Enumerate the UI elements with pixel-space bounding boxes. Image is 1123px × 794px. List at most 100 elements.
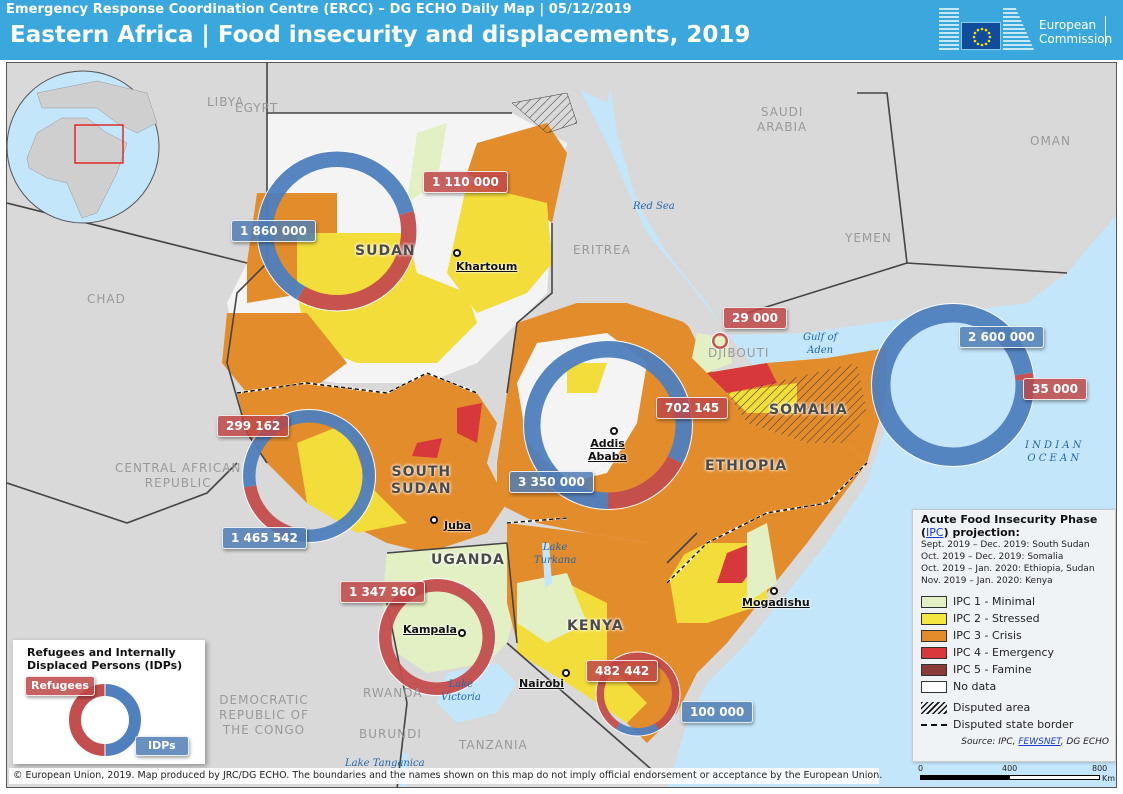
ipc-ethiopia-stressed xyxy=(567,363,607,393)
legend-disputed-area-label: Disputed area xyxy=(953,701,1031,714)
label-tanzania: TANZANIA xyxy=(459,738,528,752)
label-somalia: SOMALIA xyxy=(769,402,848,418)
ec-logo-line2: Commission xyxy=(1039,32,1113,46)
disputed-somaliland xyxy=(727,363,867,443)
capital-marker-icon xyxy=(562,669,570,677)
ipc-legend-title-suffix: projection: xyxy=(952,526,1020,539)
country-borders xyxy=(7,63,1068,787)
legend-item-label: No data xyxy=(953,680,997,693)
label-saudi-arabia: SAUDI ARABIA xyxy=(757,105,807,135)
ipc-period: Oct. 2019 – Dec. 2019: Somalia xyxy=(921,552,1064,562)
color-swatch-icon xyxy=(921,612,947,625)
fewsnet-link[interactable]: FEWSNET xyxy=(1018,737,1061,747)
ipc-ssudan-emergency-2 xyxy=(412,438,442,458)
capital-marker-icon xyxy=(610,427,618,435)
map-source: Source: IPC, FEWSNET, DG ECHO xyxy=(913,737,1109,747)
city-addis-2: Ababa xyxy=(588,450,628,463)
ec-building-lines-icon xyxy=(1003,8,1035,52)
scale-tick-800: 800 xyxy=(1092,764,1108,773)
ec-logo-text: European Commission xyxy=(1039,18,1112,46)
ipc-kenya-minimal xyxy=(517,573,587,643)
label-indian-ocean: I N D I A N O C E A N xyxy=(1025,439,1082,465)
label-lake-tanganica: Lake Tanganica xyxy=(345,758,425,769)
donut-sudan-refugees-segment xyxy=(297,210,417,311)
ipc-legend: Acute Food Insecurity Phase (IPC) projec… xyxy=(912,509,1116,762)
ipc-period: Nov. 2019 – Jan. 2020: Kenya xyxy=(921,576,1053,586)
djibouti-refugees-label: 29 000 xyxy=(723,307,787,329)
label-chad: CHAD xyxy=(87,292,126,306)
city-kampala: Kampala xyxy=(403,623,457,636)
ipc-period: Oct. 2019 – Jan. 2020: Ethiopia, Sudan xyxy=(921,564,1095,574)
region-eritrea xyxy=(552,243,697,333)
lake-turkana xyxy=(542,543,552,588)
label-lake-turkana: Lake Turkana xyxy=(534,541,576,567)
donut-djibouti-outline xyxy=(711,332,729,350)
label-rwanda: RWANDA xyxy=(363,686,423,700)
south-sudan-refugees-label: 299 162 xyxy=(217,415,290,437)
legend-item-disputed-area: Disputed area xyxy=(921,699,1115,716)
color-swatch-icon xyxy=(921,680,947,693)
label-car: CENTRAL AFRICAN REPUBLIC xyxy=(115,461,241,491)
ipc-sudan-crisis-3 xyxy=(222,313,347,393)
ipc-ssudan-emergency xyxy=(457,403,482,443)
label-eritrea: ERITREA xyxy=(573,243,631,257)
land-arabia xyxy=(607,63,1116,335)
label-lake-victoria: Lake Victoria xyxy=(441,678,481,704)
ipc-sudan-stressed-2 xyxy=(447,183,552,313)
donut-djibouti-refugees-segment xyxy=(711,332,729,350)
kenya-idps-label: 100 000 xyxy=(681,701,754,723)
label-djibouti: DJIBOUTI xyxy=(708,346,770,360)
scale-unit: Km xyxy=(1102,774,1116,783)
label-red-sea: Red Sea xyxy=(633,201,675,212)
label-victoria-1: Lake xyxy=(448,679,474,690)
label-victoria-2: Victoria xyxy=(441,692,481,703)
map-canvas[interactable]: EGYPT LIBYA SAUDI ARABIA OMAN YEMEN ERIT… xyxy=(6,62,1117,788)
displacement-legend-title-1: Refugees and Internally xyxy=(27,646,176,659)
city-addis-ababa: Addis Ababa xyxy=(588,437,627,463)
label-ethiopia: ETHIOPIA xyxy=(705,458,788,474)
map-title: Eastern Africa | Food insecurity and dis… xyxy=(10,22,751,48)
ec-logo-divider xyxy=(1105,16,1106,46)
somalia-refugees-label: 35 000 xyxy=(1023,378,1087,400)
label-car-1: CENTRAL AFRICAN xyxy=(115,461,242,475)
ec-building-lines-icon xyxy=(939,8,959,52)
eu-flag-icon xyxy=(961,22,1001,50)
ethiopia-idps-label: 3 350 000 xyxy=(509,471,594,493)
city-juba: Juba xyxy=(444,519,472,532)
scale-tick-400: 400 xyxy=(1002,764,1018,773)
uganda-refugees-label: 1 347 360 xyxy=(340,581,425,603)
donut-kenya-outline xyxy=(595,651,681,737)
map-subtitle: Emergency Response Coordination Centre (… xyxy=(6,2,632,17)
globe-inset xyxy=(7,70,160,224)
capital-marker-icon xyxy=(770,587,778,595)
capital-marker-icon xyxy=(453,249,461,257)
lake-victoria xyxy=(437,663,517,723)
legend-disputed-border-label: Disputed state border xyxy=(953,718,1074,731)
legend-item-label: IPC 2 - Stressed xyxy=(953,612,1040,625)
legend-item-ipc: No data xyxy=(921,678,1115,695)
label-south-sudan: SOUTH SUDAN xyxy=(391,464,452,498)
capital-marker-icon xyxy=(458,629,466,637)
ipc-legend-title-text: Acute Food Insecurity Phase xyxy=(921,513,1098,526)
label-drc-2: REPUBLIC OF xyxy=(219,708,309,722)
displacement-legend-title: Refugees and Internally Displaced Person… xyxy=(27,646,205,672)
legend-donut-idps xyxy=(104,684,141,756)
scale-bar-graphic xyxy=(920,775,1100,780)
ipc-link[interactable]: IPC xyxy=(926,526,944,539)
disputed-legend-items: Disputed area Disputed state border xyxy=(921,699,1115,733)
donut-south-sudan-idps-segment xyxy=(242,409,376,543)
label-kenya: KENYA xyxy=(567,618,624,634)
label-sudan: SUDAN xyxy=(355,243,416,259)
ipc-sudan-stressed xyxy=(297,233,477,363)
legend-idps-label: IDPs xyxy=(135,736,189,756)
scale-bar: 0 400 800 Km xyxy=(912,764,1116,786)
label-egypt: EGYPT xyxy=(235,101,279,115)
legend-item-label: IPC 4 - Emergency xyxy=(953,646,1055,659)
legend-item-label: IPC 5 - Famine xyxy=(953,663,1032,676)
disputed-border-dashes xyxy=(236,372,868,584)
label-turkana-1: Lake xyxy=(542,542,568,553)
disclaimer-footer: © European Union, 2019. Map produced by … xyxy=(9,768,882,784)
south-sudan-idps-label: 1 465 542 xyxy=(222,527,307,549)
european-commission-logo: European Commission xyxy=(939,8,1112,52)
ipc-legend-items: IPC 1 - Minimal IPC 2 - Stressed IPC 3 - C… xyxy=(921,593,1115,695)
